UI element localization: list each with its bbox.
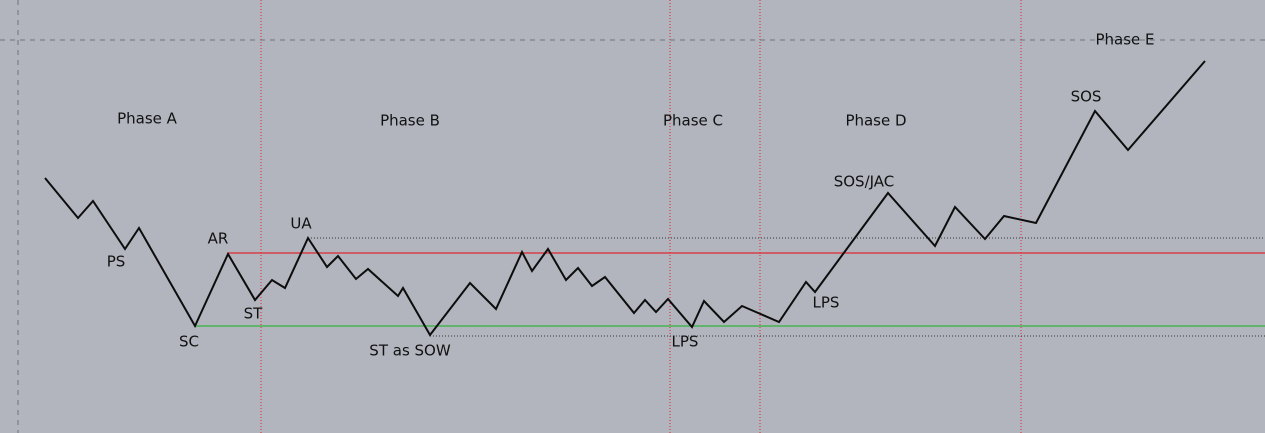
phase-label-4: Phase D (845, 112, 906, 130)
annotation-ps-1: PS (107, 253, 126, 271)
annotation-st-as-sow-6: ST as SOW (369, 342, 451, 360)
annotation-st-4: ST (244, 305, 264, 323)
phase-label-3: Phase C (663, 112, 723, 130)
phase-label-2: Phase B (380, 112, 440, 130)
annotation-sos-10: SOS (1071, 88, 1102, 106)
phase-dividers (17, 0, 1022, 433)
annotation-ar-2: AR (208, 230, 229, 248)
phase-labels: Phase A Phase B Phase C Phase D Phase E (117, 31, 1154, 130)
annotation-lps-8: LPS (813, 294, 840, 312)
annotation-sc-3: SC (179, 333, 199, 351)
price-line-series-1 (44, 60, 1206, 337)
annotation-sos-jac-9: SOS/JAC (834, 173, 895, 191)
annotation-ua-5: UA (290, 215, 312, 233)
annotation-lps-7: LPS (672, 333, 699, 351)
event-annotations: PS AR SC ST UA ST as SOW LPS LPS SOS/JAC SOS (107, 88, 1102, 360)
phase-label-5: Phase E (1095, 31, 1154, 49)
price-levels (0, 39, 1265, 337)
phase-label-1: Phase A (117, 110, 178, 128)
price-series (44, 60, 1206, 337)
